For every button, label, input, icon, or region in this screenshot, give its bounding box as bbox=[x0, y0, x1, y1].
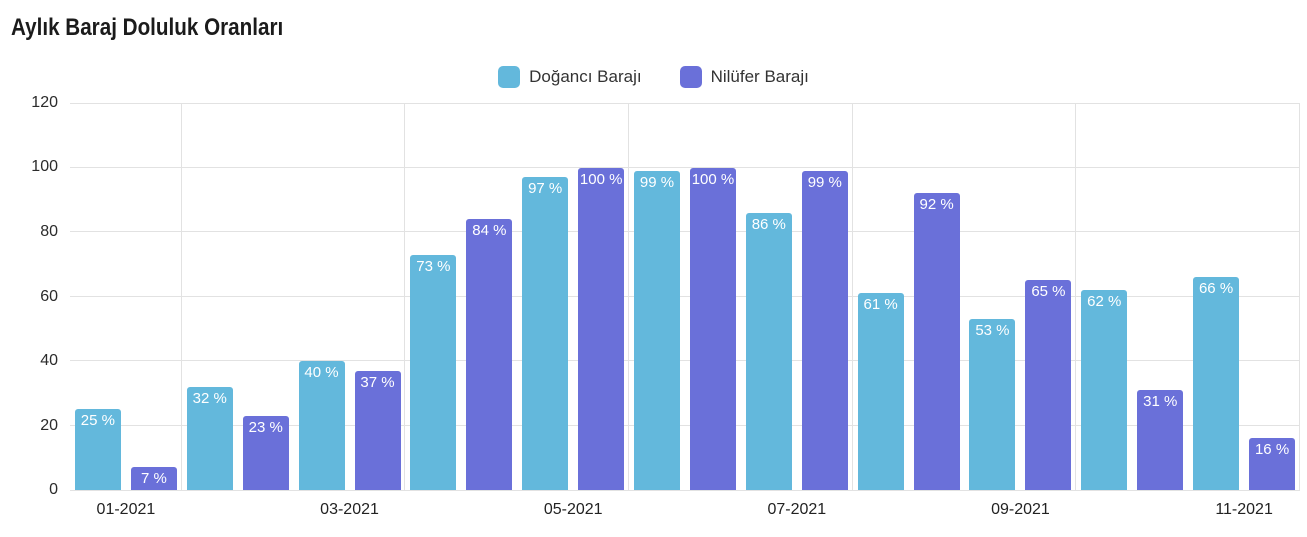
legend-item-nil-fer-baraj[interactable]: Nilüfer Barajı bbox=[679, 66, 809, 88]
bar-value-label: 37 % bbox=[360, 373, 395, 391]
bar-group-06-2021: 99 % 100 % bbox=[629, 103, 741, 490]
nil-fer-baraj-bar[interactable]: 37 % bbox=[354, 370, 401, 490]
do-anc-baraj-bar[interactable]: 66 % bbox=[1193, 277, 1240, 490]
vertical-gridline bbox=[851, 103, 853, 490]
nil-fer-baraj-bar[interactable]: 84 % bbox=[466, 219, 513, 490]
nil-fer-baraj-bar[interactable]: 23 % bbox=[242, 415, 289, 490]
y-axis-tick-label: 0 bbox=[49, 481, 58, 498]
y-axis-tick-label: 80 bbox=[40, 222, 58, 240]
legend-label: Nilüfer Barajı bbox=[710, 67, 809, 86]
bar-group-08-2021: 61 % 92 % bbox=[853, 103, 965, 490]
bar-group-07-2021: 86 % 99 % bbox=[741, 103, 853, 490]
vertical-gridline bbox=[180, 103, 182, 490]
y-axis-tick-label: 120 bbox=[31, 94, 58, 111]
x-axis-tick-label: 01-2021 bbox=[96, 501, 156, 518]
plot-area: 25 % 7 % 32 % 23 % 40 % 37 % 73 % 84 % 97 % 100 %… bbox=[70, 102, 1300, 491]
x-axis-tick-label: 09-2021 bbox=[991, 501, 1050, 518]
nil-fer-baraj-bar[interactable]: 16 % bbox=[1249, 438, 1296, 490]
bar-value-label: 25 % bbox=[80, 412, 115, 430]
do-anc-baraj-bar[interactable]: 62 % bbox=[1081, 290, 1128, 490]
bar-value-label: 100 % bbox=[579, 170, 623, 188]
do-anc-baraj-bar[interactable]: 86 % bbox=[745, 212, 792, 490]
do-anc-baraj-bar[interactable]: 61 % bbox=[857, 293, 904, 490]
horizontal-gridline bbox=[70, 166, 1300, 168]
do-anc-baraj-bar[interactable]: 32 % bbox=[186, 386, 233, 490]
y-axis-tick-label: 100 bbox=[31, 158, 58, 176]
chart-legend: Doğancı Barajı Nilüfer Barajı bbox=[0, 66, 1307, 88]
bar-value-label: 100 % bbox=[691, 170, 735, 188]
y-axis-tick-label: 40 bbox=[40, 351, 58, 369]
bar-value-label: 97 % bbox=[528, 180, 563, 198]
bar-value-label: 23 % bbox=[248, 418, 283, 436]
bar-value-label: 32 % bbox=[192, 389, 227, 407]
y-axis: 0 20 40 60 80 100 120 bbox=[0, 94, 58, 498]
bar-group-01-2021: 25 % 7 % bbox=[70, 103, 182, 490]
bar-group-10-2021: 62 % 31 % bbox=[1076, 103, 1188, 490]
legend-label: Doğancı Barajı bbox=[529, 67, 642, 86]
nil-fer-baraj-bar[interactable]: 92 % bbox=[913, 193, 960, 490]
do-anc-baraj-bar[interactable]: 53 % bbox=[969, 319, 1016, 490]
bar-value-label: 65 % bbox=[1031, 283, 1066, 301]
bar-value-label: 73 % bbox=[416, 257, 451, 275]
bar-value-label: 40 % bbox=[304, 364, 339, 382]
chart-title: Aylık Baraj Doluluk Oranları bbox=[11, 14, 284, 41]
bar-group-03-2021: 40 % 37 % bbox=[294, 103, 406, 490]
bar-value-label: 86 % bbox=[751, 215, 786, 233]
bar-value-label: 99 % bbox=[639, 173, 675, 191]
nil-fer-baraj-bar[interactable]: 100 % bbox=[578, 167, 625, 490]
bar-value-label: 16 % bbox=[1254, 441, 1290, 459]
do-anc-baraj-bar[interactable]: 40 % bbox=[298, 361, 345, 490]
bar-group-02-2021: 32 % 23 % bbox=[182, 103, 294, 490]
x-axis-tick-label: 07-2021 bbox=[767, 501, 827, 518]
nil-fer-baraj-bar[interactable]: 65 % bbox=[1025, 280, 1072, 490]
nil-fer-baraj-bar[interactable]: 100 % bbox=[689, 167, 736, 490]
x-axis: 01-2021 03-2021 05-2021 07-2021 09-2021 11-20… bbox=[70, 501, 1300, 525]
legend-swatch-icon bbox=[679, 66, 702, 88]
vertical-gridline bbox=[1299, 103, 1300, 490]
bar-value-label: 53 % bbox=[975, 322, 1010, 340]
horizontal-gridline bbox=[70, 231, 1300, 233]
do-anc-baraj-bar[interactable]: 25 % bbox=[74, 409, 121, 490]
nil-fer-baraj-bar[interactable]: 99 % bbox=[801, 170, 848, 490]
do-anc-baraj-bar[interactable]: 97 % bbox=[522, 177, 569, 490]
legend-swatch-icon bbox=[498, 66, 521, 88]
bar-value-label: 92 % bbox=[919, 196, 954, 214]
bar-value-label: 84 % bbox=[472, 222, 507, 240]
horizontal-gridline bbox=[70, 489, 1300, 491]
vertical-gridline bbox=[628, 103, 630, 490]
bar-value-label: 99 % bbox=[807, 173, 842, 191]
vertical-gridline bbox=[404, 103, 406, 490]
horizontal-gridline bbox=[70, 425, 1300, 426]
bar-group-05-2021: 97 % 100 % bbox=[517, 103, 629, 490]
horizontal-gridline bbox=[70, 102, 1300, 104]
bar-value-label: 31 % bbox=[1143, 393, 1178, 411]
horizontal-gridline bbox=[70, 360, 1300, 362]
bar-group-09-2021: 53 % 65 % bbox=[965, 103, 1077, 490]
do-anc-baraj-bar[interactable]: 99 % bbox=[633, 170, 680, 490]
y-axis-tick-label: 60 bbox=[40, 287, 58, 305]
x-axis-tick-label: 05-2021 bbox=[543, 501, 603, 518]
do-anc-baraj-bar[interactable]: 73 % bbox=[410, 254, 457, 490]
bar-value-label: 66 % bbox=[1198, 280, 1234, 298]
bar-value-label: 7 % bbox=[140, 470, 167, 488]
nil-fer-baraj-bar[interactable]: 7 % bbox=[130, 467, 177, 490]
bar-value-label: 62 % bbox=[1087, 293, 1122, 311]
nil-fer-baraj-bar[interactable]: 31 % bbox=[1137, 390, 1184, 490]
vertical-gridline bbox=[1075, 103, 1077, 490]
bar-group-04-2021: 73 % 84 % bbox=[405, 103, 517, 490]
x-axis-tick-label: 11-2021 bbox=[1215, 501, 1273, 518]
legend-item-do-anc-baraj[interactable]: Doğancı Barajı bbox=[498, 66, 642, 88]
bar-value-label: 61 % bbox=[863, 296, 898, 314]
bar-group-11-2021: 66 % 16 % bbox=[1188, 103, 1300, 490]
horizontal-gridline bbox=[70, 296, 1300, 297]
x-axis-tick-label: 03-2021 bbox=[320, 501, 379, 518]
y-axis-tick-label: 20 bbox=[40, 416, 58, 434]
